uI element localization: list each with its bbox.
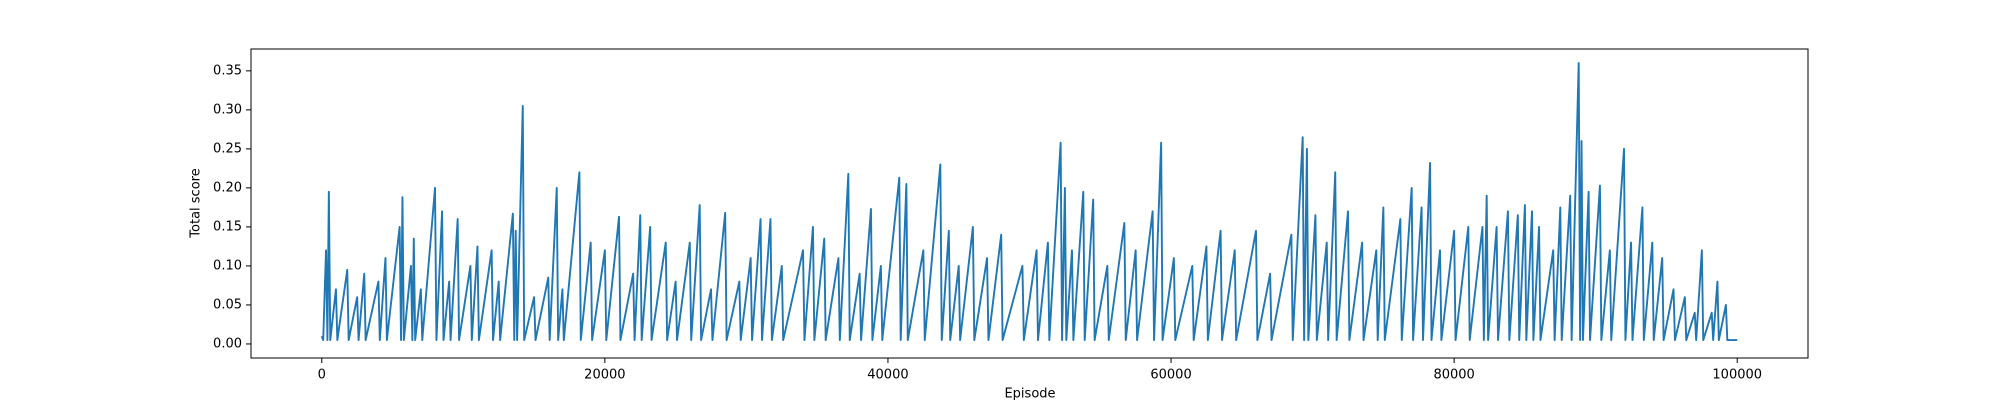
y-tick-label: 0.10 (213, 258, 242, 273)
y-tick-label: 0.30 (213, 102, 242, 117)
y-tick-label: 0.00 (213, 336, 242, 351)
y-tick-label: 0.35 (213, 63, 242, 78)
y-axis-label: Total score (189, 168, 204, 238)
x-tick-label: 100000 (1712, 368, 1762, 383)
x-tick-label: 80000 (1433, 368, 1474, 383)
data-line (320, 62, 1738, 341)
x-tick-label: 20000 (584, 368, 625, 383)
plot-frame (250, 48, 1809, 359)
y-tick-label: 0.20 (213, 180, 242, 195)
x-tick-label: 40000 (867, 368, 908, 383)
y-tick-label: 0.15 (213, 219, 242, 234)
x-axis-label: Episode (1004, 387, 1055, 400)
y-tick-label: 0.25 (213, 141, 242, 156)
y-tick-label: 0.05 (213, 297, 242, 312)
x-tick-label: 0 (318, 368, 326, 383)
x-tick-label: 60000 (1150, 368, 1191, 383)
